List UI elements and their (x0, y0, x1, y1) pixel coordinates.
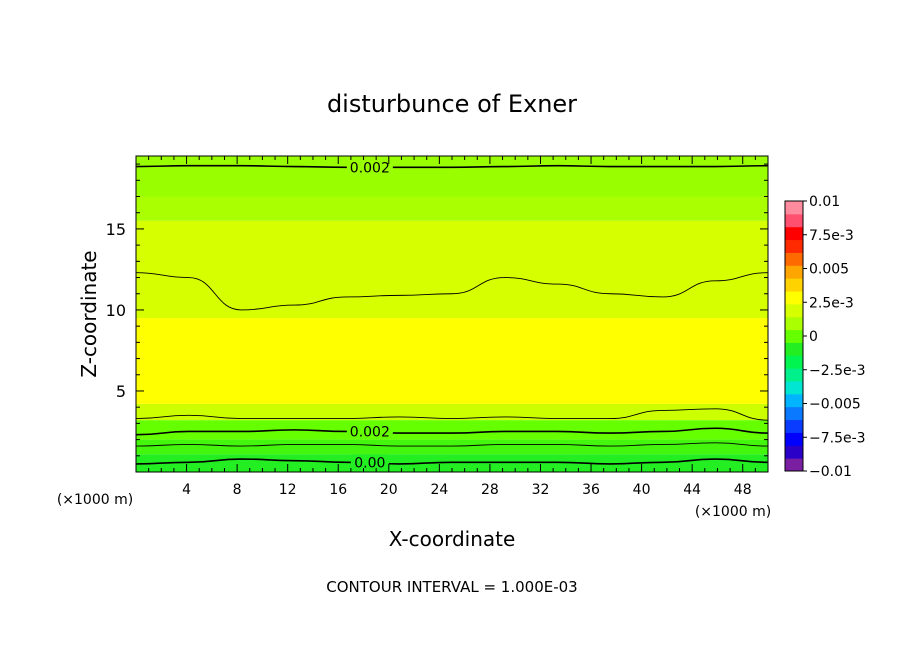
contour-band-7 (136, 196, 768, 221)
contour-line-0 (135, 164, 769, 169)
contour-line-1 (135, 272, 769, 311)
colorbar-label: −0.005 (809, 397, 861, 413)
contour-band-8 (136, 156, 768, 197)
colorbar-swatch-8 (785, 355, 803, 369)
x-tick-label: 4 (182, 482, 191, 498)
colorbar-swatch-6 (785, 381, 803, 395)
colorbar-label: 2.5e-3 (809, 295, 854, 311)
colorbar-label: 0 (809, 329, 818, 345)
colorbar-swatch-9 (785, 342, 803, 356)
y-tick-label: 15 (106, 220, 126, 239)
contour-band-1 (136, 454, 768, 466)
contour-band-2 (136, 439, 768, 455)
colorbar-swatch-19 (785, 213, 803, 228)
contour-lines: 0.002 0.002 0.00 (135, 159, 769, 471)
colorbar-label: 0.005 (809, 262, 849, 278)
colorbar: 0.01 7.5e-3 0.005 2.5e-3 0 −2.5e-3 −0.005 −7.5e… (784, 194, 866, 480)
colorbar-swatch-18 (785, 226, 803, 241)
colorbar-label: 7.5e-3 (809, 228, 854, 244)
colorbar-swatch-17 (785, 239, 803, 253)
colorbar-swatch-10 (785, 329, 803, 343)
contour-line-2 (135, 408, 769, 421)
x-tick-label: 36 (582, 482, 600, 498)
x-unit-left: (×1000 m) (57, 492, 133, 508)
colorbar-swatch-4 (785, 406, 803, 421)
contour-label-5: 0.00 (354, 455, 385, 471)
colorbar-swatch-5 (785, 393, 803, 408)
x-tick-label: 12 (279, 482, 297, 498)
contour-label-bg-0 (346, 159, 393, 174)
x-tick-label: 40 (633, 482, 651, 498)
colorbar-swatch-13 (785, 291, 803, 305)
colorbar-swatch-7 (785, 368, 803, 382)
colorbar-swatch-11 (785, 316, 803, 331)
x-tick-label: 8 (233, 482, 242, 498)
x-tick-label: 48 (734, 482, 752, 498)
colorbar-swatch-12 (785, 303, 803, 318)
colorbar-label: −0.01 (809, 464, 852, 480)
colorbar-swatch-16 (785, 252, 803, 266)
y-axis-label: Z-coordinate (77, 250, 101, 377)
contour-band-3 (136, 420, 768, 440)
filled-bands (136, 156, 768, 472)
colorbar-swatch-20 (785, 201, 803, 215)
contour-band-6 (136, 220, 768, 319)
contour-label-bg-5 (350, 454, 389, 469)
colorbar-swatch-15 (785, 265, 803, 279)
colorbar-swatch-0 (785, 458, 803, 472)
y-tick-label: 10 (106, 301, 126, 320)
x-tick-label: 20 (380, 482, 398, 498)
x-tick-label: 16 (329, 482, 347, 498)
y-tick-label: 5 (116, 382, 126, 401)
x-tick-label: 32 (532, 482, 550, 498)
contour-label-0: 0.002 (350, 160, 390, 176)
x-tick-label: 44 (683, 482, 701, 498)
contour-label-3: 0.002 (350, 424, 390, 440)
colorbar-swatch-1 (785, 445, 803, 459)
x-axis-label: X-coordinate (389, 527, 516, 551)
colorbar-swatch-3 (785, 419, 803, 433)
contour-label-bg-3 (346, 423, 393, 438)
contour-band-5 (136, 318, 768, 404)
contour-line-3 (135, 427, 769, 436)
y-axis-ticks: 5 10 15 (106, 163, 768, 457)
colorbar-swatch-14 (785, 278, 803, 292)
colorbar-swatch-2 (785, 432, 803, 446)
x-unit-right: (×1000 m) (695, 504, 771, 520)
colorbar-label: −7.5e-3 (809, 430, 866, 446)
contour-line-4 (135, 442, 769, 447)
chart-title: disturbunce of Exner (327, 90, 577, 118)
colorbar-label: −2.5e-3 (809, 363, 866, 379)
x-axis-ticks: 4 8 12 16 20 24 28 32 36 40 44 48 (148, 156, 756, 498)
x-tick-label: 28 (481, 482, 499, 498)
x-tick-label: 24 (430, 482, 448, 498)
colorbar-label: 0.01 (809, 194, 840, 210)
contour-interval-note: CONTOUR INTERVAL = 1.000E-03 (326, 578, 577, 596)
contour-line-5 (135, 458, 769, 465)
contour-band-4 (136, 403, 768, 421)
